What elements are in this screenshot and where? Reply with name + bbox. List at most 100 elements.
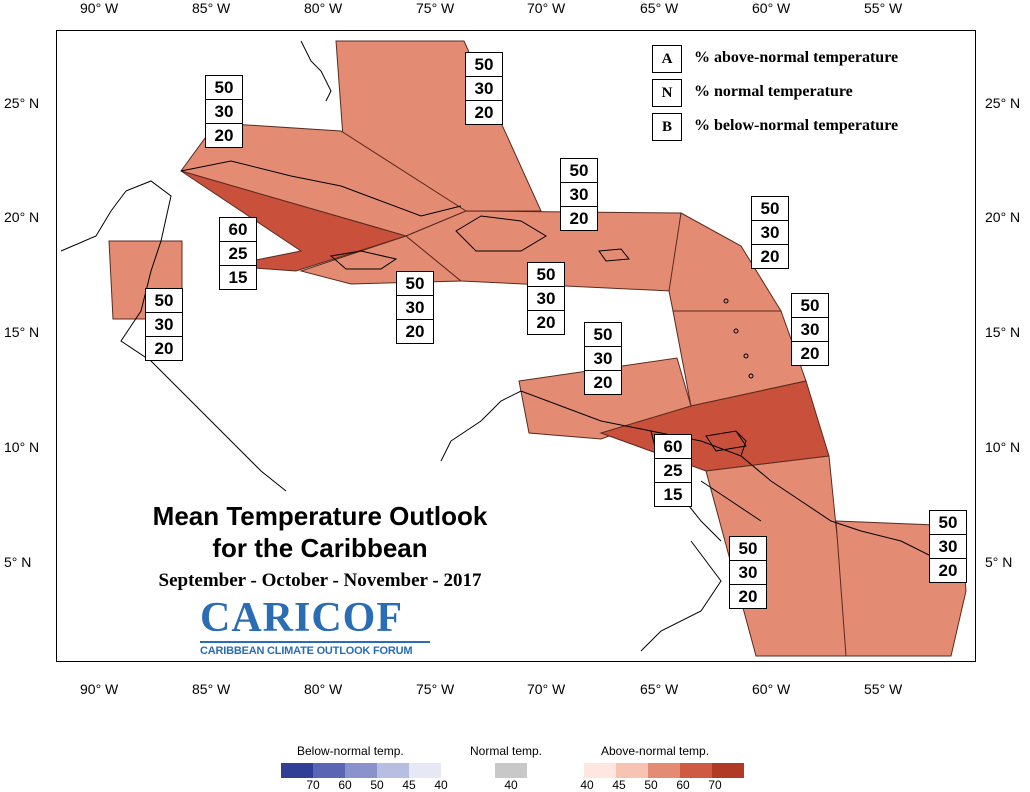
below-value: 15 [228,268,248,287]
prob-box-jamaica: 50 30 20 [396,271,434,344]
top-axis-label: 85° W [192,0,231,16]
scale-tick-label: 70 [306,778,320,792]
below-value: 20 [405,322,425,341]
normal-value: 30 [585,347,621,371]
above-value: 50 [792,294,828,318]
above-value: 50 [397,272,433,296]
below-value: 20 [154,339,174,358]
right-axis-label: 10° N [985,439,1021,455]
bottom-axis-label: 85° W [192,681,231,697]
below-value: 15 [663,485,683,504]
scale-tick-label: 40 [504,778,518,792]
scale-tick-label: 50 [644,778,658,792]
scale-swatch [584,763,616,778]
scale-title-normal: Normal temp. [470,744,543,758]
legend-key: A [652,45,682,73]
prob-box-windward: 50 30 20 [791,293,829,366]
scale-title-below: Below-normal temp. [297,744,404,758]
below-value: 20 [536,313,556,332]
normal-value: 30 [730,561,766,585]
normal-value: 30 [792,318,828,342]
scale-swatch [648,763,680,778]
scale-swatch [712,763,744,778]
above-value: 50 [206,76,242,100]
scale-tick-label: 60 [338,778,352,792]
region-jamaica-cayman [180,170,408,272]
prob-box-jamaica-cayman: 60 25 15 [219,217,257,290]
prob-box-belize: 50 30 20 [145,288,183,361]
legend-text: % normal temperature [694,83,853,100]
legend-text: % above-normal temperature [694,49,899,66]
prob-box-suriname: 50 30 20 [929,510,967,583]
prob-box-bahamas: 50 30 20 [465,52,503,125]
normal-value: 30 [466,77,502,101]
below-value: 20 [214,126,234,145]
above-value: 50 [561,159,597,183]
left-axis-label: 20° N [4,209,40,225]
top-axis-label: 70° W [527,0,566,16]
scale-swatch [616,763,648,778]
above-value-abc: 50 [585,323,621,347]
top-axis-label: 55° W [864,0,903,16]
title-block: Mean Temperature Outlook for the Caribbe… [100,500,540,594]
normal-value: 30 [146,313,182,337]
above-value: 50 [466,53,502,77]
normal-value: 30 [930,535,966,559]
scale-swatch [377,763,409,778]
scale-tick-label: 45 [612,778,626,792]
map-title-line2: for the Caribbean [212,533,428,563]
left-axis-label: 25° N [4,95,40,111]
above-value: 50 [528,263,564,287]
above-value: 60 [220,218,256,242]
scale-tick-label: 50 [370,778,384,792]
below-value: 20 [760,247,780,266]
map-title: Mean Temperature Outlook [152,501,488,531]
scale-swatch [409,763,441,778]
legend-text: % below-normal temperature [694,117,899,134]
caricof-logo-subtitle: CARIBBEAN CLIMATE OUTLOOK FORUM [200,645,413,657]
right-axis-label: 15° N [985,324,1021,340]
bottom-axis-label: 90° W [80,681,119,697]
below-value: 20 [593,373,613,392]
normal-value: 30 [206,100,242,124]
scale-title-above: Above-normal temp. [601,744,710,758]
normal-value: 25 [220,242,256,266]
scale-tick-label: 60 [676,778,690,792]
prob-box-cuba: 50 30 20 [205,75,243,148]
prob-box-hispaniola-south: 50 30 20 [527,262,565,335]
above-value: 50 [730,537,766,561]
right-axis-label: 20° N [985,209,1021,225]
top-axis-label: 90° W [80,0,119,16]
prob-box-greater-antilles: 50 30 20 [560,158,598,231]
bottom-axis-label: 55° W [864,681,903,697]
normal-value: 25 [655,459,691,483]
below-value: 20 [738,587,758,606]
left-axis-label: 10° N [4,439,40,455]
scale-swatch [313,763,345,778]
legend-key: B [652,113,682,141]
bottom-axis-label: 65° W [640,681,679,697]
scale-swatch [680,763,712,778]
top-axis-label: 65° W [640,0,679,16]
bottom-axis-label: 80° W [304,681,343,697]
prob-box-guyana: 50 30 20 [729,536,767,609]
bottom-axis-label: 75° W [416,681,455,697]
scale-tick-label: 45 [402,778,416,792]
scale-swatch [281,763,313,778]
legend-key: N [652,79,682,107]
above-value: 50 [146,289,182,313]
top-axis-label: 60° W [752,0,791,16]
normal-value: 30 [561,183,597,207]
normal-value: 30 [397,296,433,320]
caricof-logo: CARICOF [200,595,403,641]
normal-value: 30 [528,287,564,311]
below-value: 20 [474,103,494,122]
above-value: 60 [655,435,691,459]
above-value: 50 [930,511,966,535]
logo-divider [200,641,430,643]
scale-swatch [345,763,377,778]
right-axis-label: 25° N [985,95,1021,111]
below-value: 20 [800,344,820,363]
below-value: 20 [569,209,589,228]
below-value: 20 [938,561,958,580]
